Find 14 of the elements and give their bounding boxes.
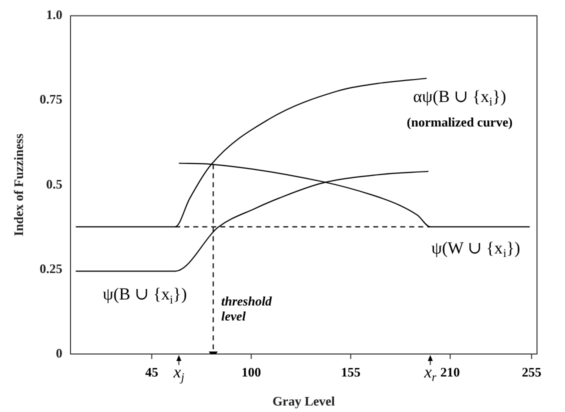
- y-tick-label: 0.25: [40, 260, 63, 276]
- x-axis-title: Gray Level: [272, 394, 336, 409]
- x-tick-label: 210: [440, 364, 460, 380]
- y-axis-title: Index of Fuzziness: [11, 134, 26, 236]
- x-tick-label: 255: [522, 364, 542, 380]
- x-tick-label: 45: [145, 364, 159, 380]
- annotation: threshold level: [221, 293, 272, 324]
- y-tick-label: 0: [56, 345, 62, 360]
- annotation: (normalized curve): [406, 114, 513, 130]
- y-tick-label: 1.0: [46, 7, 62, 22]
- y-tick-label: 0.75: [40, 92, 63, 107]
- y-tick-label: 0.5: [46, 176, 63, 192]
- x-tick-label: 100: [241, 364, 261, 380]
- x-tick-label: 155: [340, 364, 361, 380]
